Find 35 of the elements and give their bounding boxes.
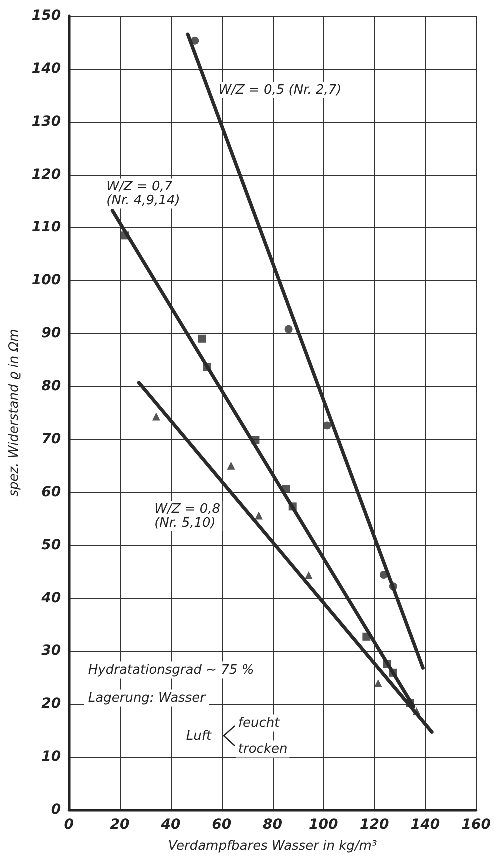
y-tick-label: 130: [32, 114, 62, 130]
series-label: W/Z = 0,8 (Nr. 5,10): [154, 502, 221, 532]
y-tick-label: 70: [42, 431, 62, 448]
y-tick-label: 110: [32, 220, 62, 236]
y-tick-label: 120: [32, 166, 62, 183]
y-tick-label: 50: [42, 537, 62, 554]
y-tick-label: 140: [32, 60, 62, 77]
y-tick-label: 100: [32, 272, 62, 289]
y-tick-label: 10: [42, 749, 62, 766]
annotation: Hydratationsgrad ~ 75 %: [88, 662, 254, 678]
y-tick-label: 20: [42, 696, 62, 712]
x-tick-label: 120: [360, 817, 390, 833]
x-tick-label: 140: [410, 817, 440, 833]
annotation: trocken: [238, 742, 288, 757]
y-axis-title: spez. Widerstand ϱ in Ωm: [7, 329, 22, 497]
x-tick-label: 100: [309, 817, 339, 833]
y-tick-label: 0: [51, 802, 62, 818]
x-axis-title: Verdampfbares Wasser in kg/m³: [168, 839, 378, 854]
annotation: feucht: [238, 716, 281, 731]
y-tick-label: 30: [42, 643, 62, 660]
x-tick-label: 40: [160, 817, 181, 833]
x-tick-label: 60: [212, 817, 232, 833]
y-tick-label: 60: [42, 484, 62, 500]
annotation: Lagerung: Wasser: [88, 690, 208, 706]
y-tick-label: 90: [42, 326, 62, 342]
x-tick-label: 80: [263, 817, 283, 833]
annotation: Luft: [186, 728, 212, 744]
y-tick-label: 40: [40, 590, 62, 606]
y-tick-label: 150: [32, 8, 62, 24]
x-tick-label: 20: [110, 817, 130, 833]
series-label: W/Z = 0,5 (Nr. 2,7): [218, 82, 342, 98]
y-tick-label: 80: [42, 378, 62, 395]
x-tick-label: 0: [64, 817, 74, 833]
series-label: W/Z = 0,7 (Nr. 4,9,14): [106, 179, 180, 208]
x-tick-label: 160: [462, 817, 492, 833]
